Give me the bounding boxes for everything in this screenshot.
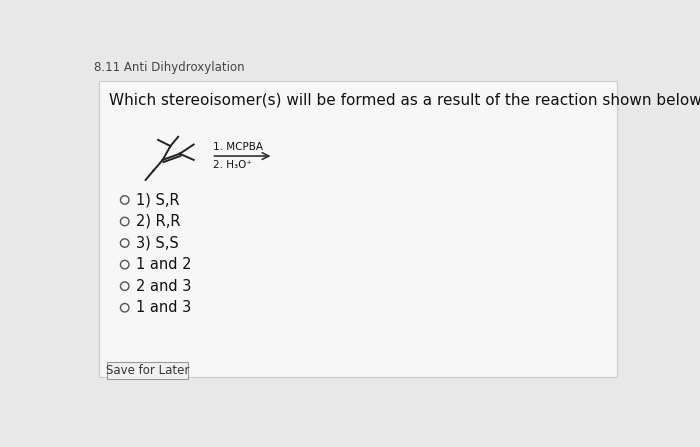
Text: Which stereoisomer(s) will be formed as a result of the reaction shown below?: Which stereoisomer(s) will be formed as … <box>109 92 700 107</box>
Circle shape <box>120 239 129 247</box>
Text: 2. H₃O⁺: 2. H₃O⁺ <box>213 160 252 170</box>
Circle shape <box>120 282 129 291</box>
Circle shape <box>120 304 129 312</box>
Text: 8.11 Anti Dihydroxylation: 8.11 Anti Dihydroxylation <box>94 61 244 74</box>
Circle shape <box>120 217 129 226</box>
FancyBboxPatch shape <box>107 362 188 379</box>
Text: Save for Later: Save for Later <box>106 363 189 377</box>
Text: 2) R,R: 2) R,R <box>136 214 180 229</box>
Circle shape <box>120 196 129 204</box>
FancyBboxPatch shape <box>99 80 617 377</box>
Circle shape <box>120 261 129 269</box>
Text: 1) S,R: 1) S,R <box>136 193 179 207</box>
Text: 1 and 2: 1 and 2 <box>136 257 191 272</box>
Text: 3) S,S: 3) S,S <box>136 236 178 251</box>
Text: 2 and 3: 2 and 3 <box>136 278 191 294</box>
Text: 1 and 3: 1 and 3 <box>136 300 191 315</box>
Text: 1. MCPBA: 1. MCPBA <box>213 142 263 152</box>
